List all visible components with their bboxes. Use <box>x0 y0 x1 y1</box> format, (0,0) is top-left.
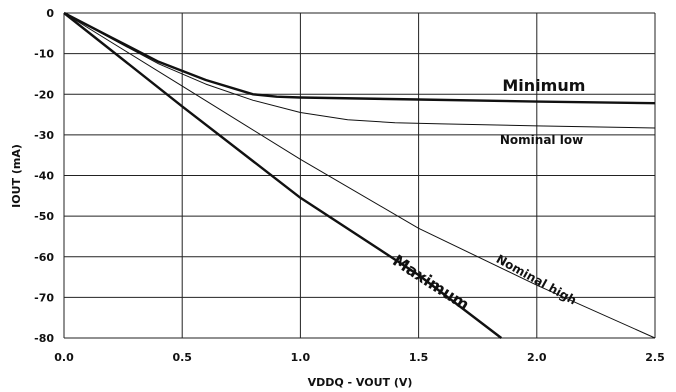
series-line-nominal-low <box>63 12 656 129</box>
y-tick-label: -10 <box>34 48 54 61</box>
series-line-maximum <box>63 12 503 339</box>
x-tick-label: 0.5 <box>172 351 192 364</box>
series-line-nominal-high <box>63 12 656 339</box>
grid <box>63 12 656 339</box>
x-tick-label: 1.5 <box>409 351 429 364</box>
x-tick-label: 2.5 <box>645 351 665 364</box>
series-label-minimum: Minimum <box>502 76 585 95</box>
series-label-nominal-low: Nominal low <box>500 133 583 147</box>
y-tick-label: -60 <box>34 251 54 264</box>
x-tick-label: 2.0 <box>527 351 547 364</box>
curves <box>63 11 656 339</box>
y-axis-label: IOUT (mA) <box>10 144 23 208</box>
x-tick-label: 1.0 <box>291 351 311 364</box>
series-line-minimum <box>63 11 656 105</box>
y-tick-label: -40 <box>34 170 54 183</box>
series-label-maximum: Maximum <box>389 251 473 314</box>
y-tick-label: -20 <box>34 88 54 101</box>
x-tick-label: 0.0 <box>54 351 74 364</box>
y-tick-label: -50 <box>34 210 54 223</box>
x-axis-label: VDDQ - VOUT (V) <box>308 376 413 389</box>
tick-labels: 0.0 0.5 1.0 1.5 2.0 2.5 0 -10 -20 -30 -40 -50 -60 -70… <box>34 7 665 364</box>
y-tick-label: -70 <box>34 291 54 304</box>
y-tick-label: 0 <box>46 7 54 20</box>
y-tick-label: -30 <box>34 129 54 142</box>
y-tick-label: -80 <box>34 332 54 345</box>
